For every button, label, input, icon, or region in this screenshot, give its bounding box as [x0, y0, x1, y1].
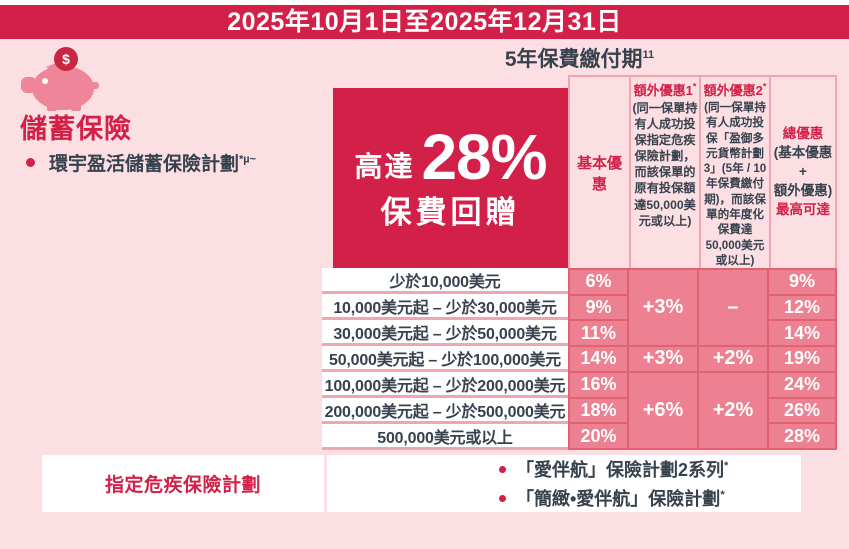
payment-period-footnote: 11: [642, 49, 655, 61]
total-emphasis: 最高可達: [776, 201, 830, 217]
date-range-banner: 2025年10月1日至2025年12月31日: [0, 5, 849, 39]
basic-rebate-value: 6%: [570, 270, 627, 294]
promo-box: 高達 28% 保費回贈: [333, 88, 568, 268]
rebate-table-body: 少於10,000美元 10,000美元起 – 少於30,000美元 30,000…: [322, 268, 837, 450]
column-header-extra1: 額外優惠1* (同一保單持有人成功投保指定危疾保險計劃，而該保單的原有投保額達5…: [629, 75, 699, 268]
basic-rebate-value: 14%: [570, 347, 627, 371]
extra2-title-text: 額外優惠2: [703, 83, 763, 98]
plan-item-footnote: *: [720, 489, 725, 501]
tier-label: 100,000美元起 – 少於200,000美元: [322, 372, 568, 398]
tier-label: 10,000美元起 – 少於30,000美元: [322, 294, 568, 320]
total-rebate-value: 12%: [769, 295, 835, 320]
column-header-extra2: 額外優惠2* (同一保單持有人成功投保「盈御多元貨幣計劃3」(5年 / 10年保…: [699, 75, 769, 268]
column-header-total: 總優惠 (基本優惠 + 額外優惠) 最高可達: [769, 75, 837, 268]
tier-label: 200,000美元起 – 少於500,000美元: [322, 398, 568, 424]
basic-rebate-value: 11%: [570, 321, 627, 346]
tier-label: 30,000美元起 – 少於50,000美元: [322, 320, 568, 346]
tier-label: 少於10,000美元: [322, 268, 568, 294]
savings-plan-name-text: 環宇盈活儲蓄保險計劃: [49, 154, 240, 175]
payment-period-text: 5年保費繳付期: [504, 48, 643, 71]
savings-plan-footnote: *µ~: [239, 153, 257, 166]
promo-headline-row: 高達 28%: [354, 120, 547, 193]
promo-box-cell: 高達 28% 保費回贈: [322, 75, 568, 268]
total-note-line3: 額外優惠): [773, 182, 833, 198]
tier-label: 500,000美元或以上: [322, 424, 568, 450]
total-rebate-value: 14%: [769, 321, 835, 346]
extra1-rebate-value: +3%: [629, 270, 697, 346]
rebate-table: 高達 28% 保費回贈 基本優惠 額外優惠1* (同一保單持有人成功投保指定危疾…: [322, 75, 837, 450]
extra2-title: 額外優惠2*: [701, 80, 769, 99]
plan-item-name: 「愛伴航」保險計劃2系列: [516, 460, 725, 480]
extra2-rebate-value: +2%: [699, 347, 767, 371]
plan-item-text: 「愛伴航」保險計劃2系列*: [516, 456, 728, 482]
total-note-line2: +: [799, 164, 807, 180]
basic-rebate-value: 20%: [570, 424, 627, 448]
total-rebate-value: 19%: [769, 347, 835, 371]
extra1-rebate-value: +6%: [629, 372, 697, 448]
promo-suffix: 保費回贈: [380, 194, 521, 230]
plan-item-text: 「簡緻•愛伴航」保險計劃*: [516, 485, 725, 511]
svg-text:$: $: [62, 51, 70, 67]
bullet-dot-icon: [499, 494, 506, 502]
extra1-title-text: 額外優惠1: [633, 83, 693, 98]
total-rebate-value: 26%: [769, 398, 835, 423]
extra1-note: (同一保單持有人成功投保指定危疾保險計劃，而該保單的原有投保額達50,000美元…: [632, 101, 698, 228]
plan-item-name: 「簡緻•愛伴航」保險計劃: [516, 489, 721, 509]
list-item: 「愛伴航」保險計劃2系列*: [499, 456, 801, 482]
basic-rebate-value: 9%: [570, 295, 627, 320]
extra2-footnote: *: [762, 81, 767, 92]
extra2-rebate-value: +2%: [699, 372, 767, 448]
tier-label: 50,000美元起 – 少於100,000美元: [322, 346, 568, 372]
extra2-rebate-value: –: [699, 270, 767, 346]
savings-insurance-heading: 儲蓄保險: [20, 114, 132, 144]
bullet-dot-icon: [26, 158, 35, 167]
extra1-title: 額外優惠1*: [631, 80, 699, 99]
extra2-note: (同一保單持有人成功投保「盈御多元貨幣計劃3」(5年 / 10年保費繳付期)，而…: [703, 101, 767, 267]
tier-label-column: 少於10,000美元 10,000美元起 – 少於30,000美元 30,000…: [322, 268, 568, 450]
promo-prefix: 高達: [354, 150, 415, 182]
total-rebate-value: 24%: [769, 372, 835, 397]
top-white-strip: [0, 0, 849, 5]
promo-headline: 28%: [421, 120, 547, 193]
extra1-rebate-value: +3%: [629, 347, 697, 371]
basic-rebate-value: 16%: [570, 372, 627, 397]
rebate-values-grid: 6% 9% 11% 14% 16% 18% 20% +3% +3% +6% – …: [568, 268, 837, 450]
total-rebate-value: 28%: [769, 424, 835, 448]
bullet-dot-icon: [499, 465, 506, 473]
extra1-footnote: *: [692, 81, 697, 92]
plan-item-footnote: *: [724, 460, 729, 472]
piggy-bank-icon: $: [21, 47, 99, 111]
designated-plans-list: 「愛伴航」保險計劃2系列* 「簡緻•愛伴航」保險計劃*: [327, 455, 801, 512]
basic-rebate-value: 18%: [570, 398, 627, 423]
list-item: 「簡緻•愛伴航」保險計劃*: [499, 485, 801, 511]
savings-plan-name: 環宇盈活儲蓄保險計劃*µ~: [49, 149, 256, 176]
payment-period-title: 5年保費繳付期11: [322, 43, 837, 73]
total-note-line1: (基本優惠: [773, 145, 833, 161]
column-header-basic: 基本優惠: [568, 75, 629, 268]
total-rebate-value: 9%: [769, 270, 835, 294]
savings-plan-item: 環宇盈活儲蓄保險計劃*µ~: [26, 149, 256, 176]
rebate-table-header: 高達 28% 保費回贈 基本優惠 額外優惠1* (同一保單持有人成功投保指定危疾…: [322, 75, 837, 268]
total-title: 總優惠: [782, 126, 824, 142]
designated-plans-label: 指定危疾保險計劃: [42, 455, 324, 512]
